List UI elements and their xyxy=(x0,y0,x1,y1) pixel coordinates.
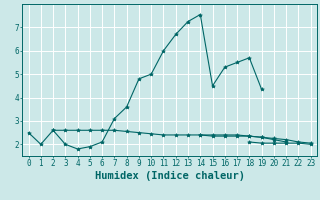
X-axis label: Humidex (Indice chaleur): Humidex (Indice chaleur) xyxy=(95,171,244,181)
